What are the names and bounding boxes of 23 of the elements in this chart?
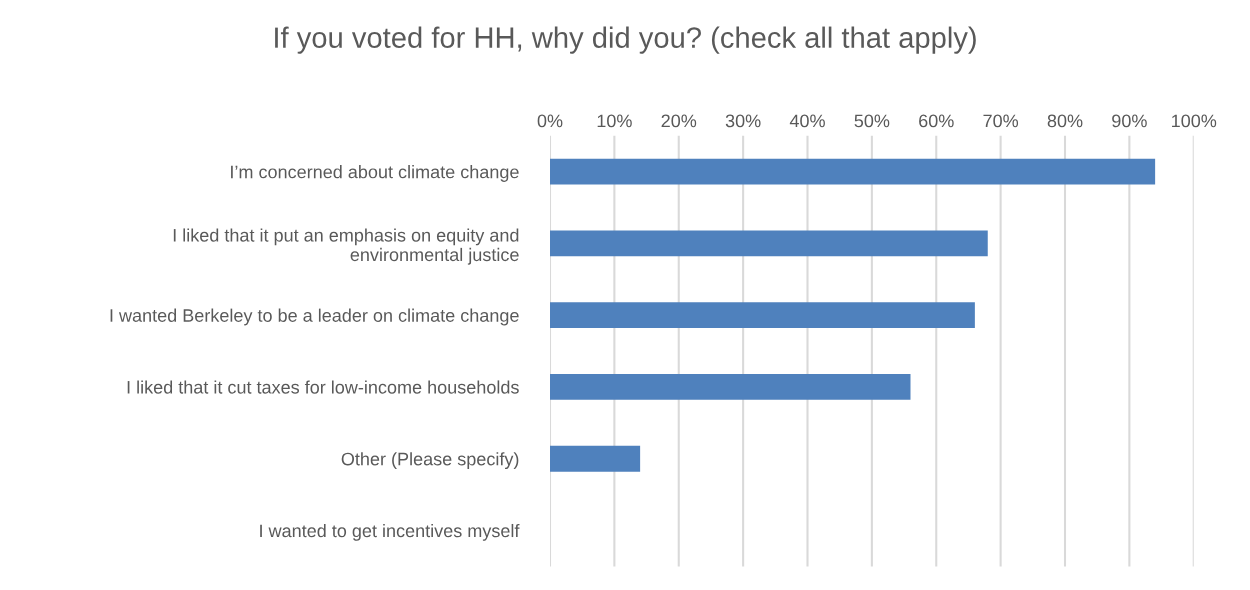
y-tick-label: I’m concerned about climate change [231,165,519,182]
x-tick-label: 10% [597,114,632,128]
x-tick-label: 80% [1047,114,1083,128]
x-tick-label: 70% [983,114,1019,128]
x-tick-label: 0% [537,114,563,128]
x-tick-label: 20% [661,114,697,128]
y-tick-label: I wanted to get incentives myself [260,523,520,541]
x-tick-label: 100% [1172,114,1217,128]
bar [550,230,988,257]
x-tick-label: 30% [725,114,761,128]
x-tick-label: 40% [789,114,825,128]
bar [550,302,975,329]
bar [550,445,641,472]
y-tick-label: Other (Please specify) [341,452,519,470]
y-tick-label: I liked that it cut taxes for low-income households [127,380,519,394]
bar [550,158,1156,185]
chart-title: If you voted for HH, why did you? (check all that apply) [275,26,976,54]
y-tick-label: I wanted Berkeley to be a leader on climate change [110,308,519,326]
y-tick-label: I liked that it put an emphasis on equity and environmental justice [173,228,519,265]
x-tick-label: 50% [854,114,890,128]
x-tick-label: 90% [1112,114,1147,128]
bar [550,374,911,400]
x-tick-label: 60% [919,114,954,128]
